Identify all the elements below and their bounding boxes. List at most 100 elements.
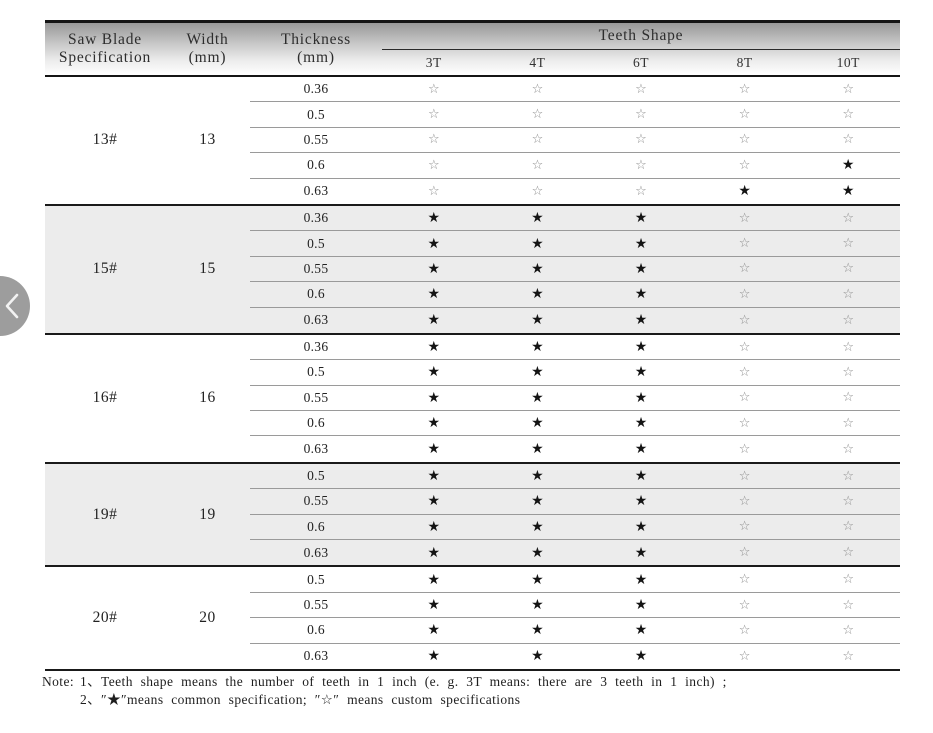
table-row: 0.6 ☆ ☆ ☆ ☆ ★ xyxy=(250,153,900,179)
star-common-icon: ★ xyxy=(427,364,441,381)
col-header-10t: 10T xyxy=(836,54,860,70)
star-common-icon: ★ xyxy=(634,286,648,303)
thickness-cell: 0.5 xyxy=(307,364,325,380)
star-common-icon: ★ xyxy=(427,518,441,535)
spec-group-13: 13# 13 0.36 ☆ ☆ ☆ ☆ ☆ 0.5 ☆ ☆ ☆ ☆ ☆ 0.55 ☆ ☆ ☆ ☆ ☆ 0.6 ☆ ☆ ☆ ☆ ★ 0… xyxy=(45,77,900,206)
thickness-cell: 0.5 xyxy=(307,235,325,251)
star-custom-icon: ☆ xyxy=(427,81,440,97)
star-common-icon: ★ xyxy=(531,571,544,588)
note-line-1: 1、Teeth shape means the number of teeth … xyxy=(80,674,727,689)
star-common-icon: ★ xyxy=(427,544,441,561)
star-common-icon: ★ xyxy=(531,286,544,303)
star-custom-icon: ☆ xyxy=(738,597,751,613)
spec-group-15: 15# 15 0.36 ★ ★ ★ ☆ ☆ 0.5 ★ ★ ★ ☆ ☆ 0.55 ★ ★ ★ ☆ ☆ 0.6 ★ ★ ★ ☆ ☆ 0… xyxy=(45,205,900,335)
star-custom-icon: ☆ xyxy=(738,236,751,252)
star-common-icon: ★ xyxy=(427,235,441,252)
star-common-icon: ★ xyxy=(531,389,544,406)
width-cell: 13 xyxy=(199,131,216,149)
star-common-icon: ★ xyxy=(427,286,441,303)
thickness-cell: 0.5 xyxy=(307,571,325,587)
col-header-teeth-shape: Teeth Shape 3T 4T 6T 8T 10T xyxy=(382,23,900,75)
star-common-icon: ★ xyxy=(531,493,544,510)
thickness-cell: 0.63 xyxy=(303,544,329,560)
star-custom-icon: ☆ xyxy=(738,390,751,406)
star-custom-icon: ☆ xyxy=(738,339,751,355)
star-common-icon: ★ xyxy=(531,622,544,639)
star-custom-icon: ☆ xyxy=(738,364,751,380)
table-row: 0.36 ★ ★ ★ ☆ ☆ xyxy=(250,335,900,361)
table-row: 0.63 ★ ★ ★ ☆ ☆ xyxy=(250,436,900,461)
star-custom-icon: ☆ xyxy=(842,210,855,226)
group-rows: 0.5 ★ ★ ★ ☆ ☆ 0.55 ★ ★ ★ ☆ ☆ 0.6 ★ ★ ★ ☆ ☆ 0.63 ★ ★ ★ ☆ ☆ xyxy=(250,567,900,669)
table-row: 0.6 ★ ★ ★ ☆ ☆ xyxy=(250,411,900,437)
star-custom-icon: ☆ xyxy=(427,157,440,173)
table-row: 0.6 ★ ★ ★ ☆ ☆ xyxy=(250,618,900,644)
star-custom-icon: ☆ xyxy=(738,157,751,173)
table-row: 0.5 ★ ★ ★ ☆ ☆ xyxy=(250,567,900,593)
star-custom-icon: ☆ xyxy=(531,157,544,173)
col-header-spec-line2: Specification xyxy=(58,49,152,66)
star-common-icon: ★ xyxy=(427,415,441,432)
star-custom-icon: ☆ xyxy=(531,183,544,199)
thickness-cell: 0.36 xyxy=(303,339,329,355)
col-header-width: Width (mm) xyxy=(165,23,250,75)
table-row: 0.5 ☆ ☆ ☆ ☆ ☆ xyxy=(250,102,900,128)
star-custom-icon: ☆ xyxy=(738,468,751,484)
prev-page-button[interactable] xyxy=(0,276,30,336)
table-row: 0.5 ★ ★ ★ ☆ ☆ xyxy=(250,464,900,490)
star-custom-icon: ☆ xyxy=(427,107,440,123)
star-common-icon: ★ xyxy=(531,364,544,381)
table-body: 13# 13 0.36 ☆ ☆ ☆ ☆ ☆ 0.5 ☆ ☆ ☆ ☆ ☆ 0.55 ☆ ☆ ☆ ☆ ☆ 0.6 ☆ ☆ ☆ ☆ ★ 0… xyxy=(45,77,900,671)
table-row: 0.55 ★ ★ ★ ☆ ☆ xyxy=(250,593,900,619)
star-common-icon: ★ xyxy=(634,415,648,432)
star-custom-icon: ☆ xyxy=(842,364,855,380)
note-lines: 1、Teeth shape means the number of teeth … xyxy=(80,673,727,709)
table-row: 0.36 ★ ★ ★ ☆ ☆ xyxy=(250,206,900,232)
col-header-3t: 3T xyxy=(425,54,442,70)
col-header-thickness: Thickness (mm) xyxy=(250,23,382,75)
star-common-icon: ★ xyxy=(841,157,855,174)
thickness-cell: 0.55 xyxy=(303,493,329,509)
star-common-icon: ★ xyxy=(634,210,648,227)
star-custom-icon: ☆ xyxy=(531,132,544,148)
spec-cell: 20# xyxy=(92,609,118,627)
thickness-cell: 0.36 xyxy=(303,210,329,226)
star-custom-icon: ☆ xyxy=(842,648,855,664)
thickness-cell: 0.63 xyxy=(303,648,329,664)
table-row: 0.5 ★ ★ ★ ☆ ☆ xyxy=(250,231,900,257)
thickness-cell: 0.6 xyxy=(307,157,325,173)
star-custom-icon: ☆ xyxy=(427,132,440,148)
star-common-icon: ★ xyxy=(531,441,544,458)
col-header-thickness-line1: Thickness xyxy=(280,30,352,48)
col-header-6t: 6T xyxy=(632,54,649,70)
star-common-icon: ★ xyxy=(531,518,544,535)
table-header: Saw Blade Specification Width (mm) Thick… xyxy=(45,20,900,77)
star-custom-icon: ☆ xyxy=(842,468,855,484)
star-custom-icon: ☆ xyxy=(738,519,751,535)
table-row: 0.55 ★ ★ ★ ☆ ☆ xyxy=(250,257,900,283)
thickness-cell: 0.6 xyxy=(307,286,325,302)
star-custom-icon: ☆ xyxy=(738,493,751,509)
width-cell: 16 xyxy=(199,389,216,407)
star-common-icon: ★ xyxy=(634,493,648,510)
table-row: 0.55 ☆ ☆ ☆ ☆ ☆ xyxy=(250,128,900,154)
star-custom-icon: ☆ xyxy=(842,236,855,252)
star-custom-icon: ☆ xyxy=(738,545,751,561)
star-common-icon: ★ xyxy=(531,235,544,252)
col-header-width-line1: Width xyxy=(186,30,229,48)
star-common-icon: ★ xyxy=(531,210,544,227)
star-common-icon: ★ xyxy=(427,441,441,458)
table-row: 0.55 ★ ★ ★ ☆ ☆ xyxy=(250,386,900,412)
star-custom-icon: ☆ xyxy=(738,648,751,664)
spec-cell: 15# xyxy=(92,260,118,278)
star-custom-icon: ☆ xyxy=(427,183,440,199)
star-common-icon: ★ xyxy=(634,339,648,356)
thickness-cell: 0.55 xyxy=(303,597,329,612)
table-row: 0.63 ★ ★ ★ ☆ ☆ xyxy=(250,644,900,669)
spec-cell: 19# xyxy=(92,505,118,523)
star-custom-icon: ☆ xyxy=(635,81,647,97)
col-header-thickness-line2: (mm) xyxy=(297,49,335,66)
table-row: 0.63 ★ ★ ★ ☆ ☆ xyxy=(250,308,900,333)
star-common-icon: ★ xyxy=(427,210,441,227)
star-custom-icon: ☆ xyxy=(842,132,855,148)
